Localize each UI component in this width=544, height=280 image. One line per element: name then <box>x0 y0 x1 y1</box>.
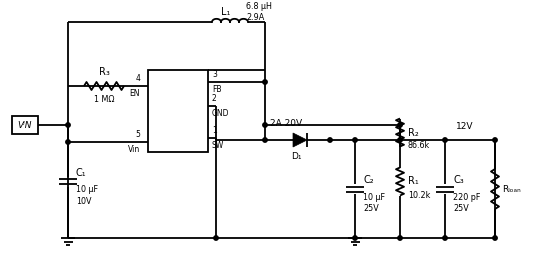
Circle shape <box>66 123 70 127</box>
Text: 10 μF
10V: 10 μF 10V <box>76 186 98 206</box>
Text: 220 pF
25V: 220 pF 25V <box>453 193 480 213</box>
Text: 10 μF
25V: 10 μF 25V <box>363 193 385 213</box>
Text: 10.2k: 10.2k <box>408 190 430 199</box>
Text: 6.8 μH
2.9A: 6.8 μH 2.9A <box>246 2 272 22</box>
Polygon shape <box>293 133 307 147</box>
Text: C₂: C₂ <box>363 175 374 185</box>
Text: VᴵN: VᴵN <box>18 120 32 129</box>
Circle shape <box>66 140 70 144</box>
Text: 5: 5 <box>135 130 140 139</box>
Text: L₁: L₁ <box>221 7 231 17</box>
Circle shape <box>263 80 267 84</box>
Text: 4: 4 <box>135 74 140 83</box>
Circle shape <box>493 138 497 142</box>
Text: 1: 1 <box>212 126 217 135</box>
Circle shape <box>328 138 332 142</box>
Circle shape <box>263 138 267 142</box>
Bar <box>12 116 38 134</box>
Circle shape <box>398 236 402 240</box>
Text: GND: GND <box>212 109 230 118</box>
Text: R₁: R₁ <box>408 176 419 186</box>
Circle shape <box>443 138 447 142</box>
Text: 2A 20V: 2A 20V <box>270 119 302 128</box>
Circle shape <box>443 236 447 240</box>
Text: EN: EN <box>129 89 140 98</box>
Circle shape <box>493 236 497 240</box>
Text: D₁: D₁ <box>290 152 301 161</box>
Circle shape <box>398 138 402 142</box>
Circle shape <box>353 138 357 142</box>
Text: C₁: C₁ <box>76 167 86 178</box>
Text: 2: 2 <box>212 94 217 103</box>
Circle shape <box>353 236 357 240</box>
Circle shape <box>263 123 267 127</box>
Text: 3: 3 <box>212 70 217 79</box>
Text: Vin: Vin <box>128 145 140 154</box>
Text: Rₗₒₐₙ: Rₗₒₐₙ <box>502 185 521 193</box>
Circle shape <box>214 236 218 240</box>
Text: R₂: R₂ <box>408 127 419 137</box>
Text: FB: FB <box>212 85 221 94</box>
Circle shape <box>398 123 402 127</box>
Text: 1 MΩ: 1 MΩ <box>94 95 114 104</box>
Text: 12V: 12V <box>456 122 474 131</box>
Text: SW: SW <box>212 141 224 150</box>
Text: R₃: R₃ <box>98 67 109 77</box>
Bar <box>148 70 208 152</box>
Text: C₃: C₃ <box>453 175 463 185</box>
Text: 86.6k: 86.6k <box>408 141 430 151</box>
